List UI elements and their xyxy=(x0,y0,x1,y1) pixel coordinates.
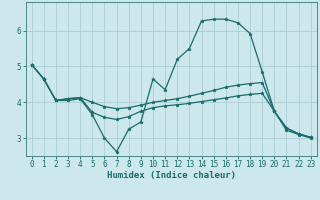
X-axis label: Humidex (Indice chaleur): Humidex (Indice chaleur) xyxy=(107,171,236,180)
